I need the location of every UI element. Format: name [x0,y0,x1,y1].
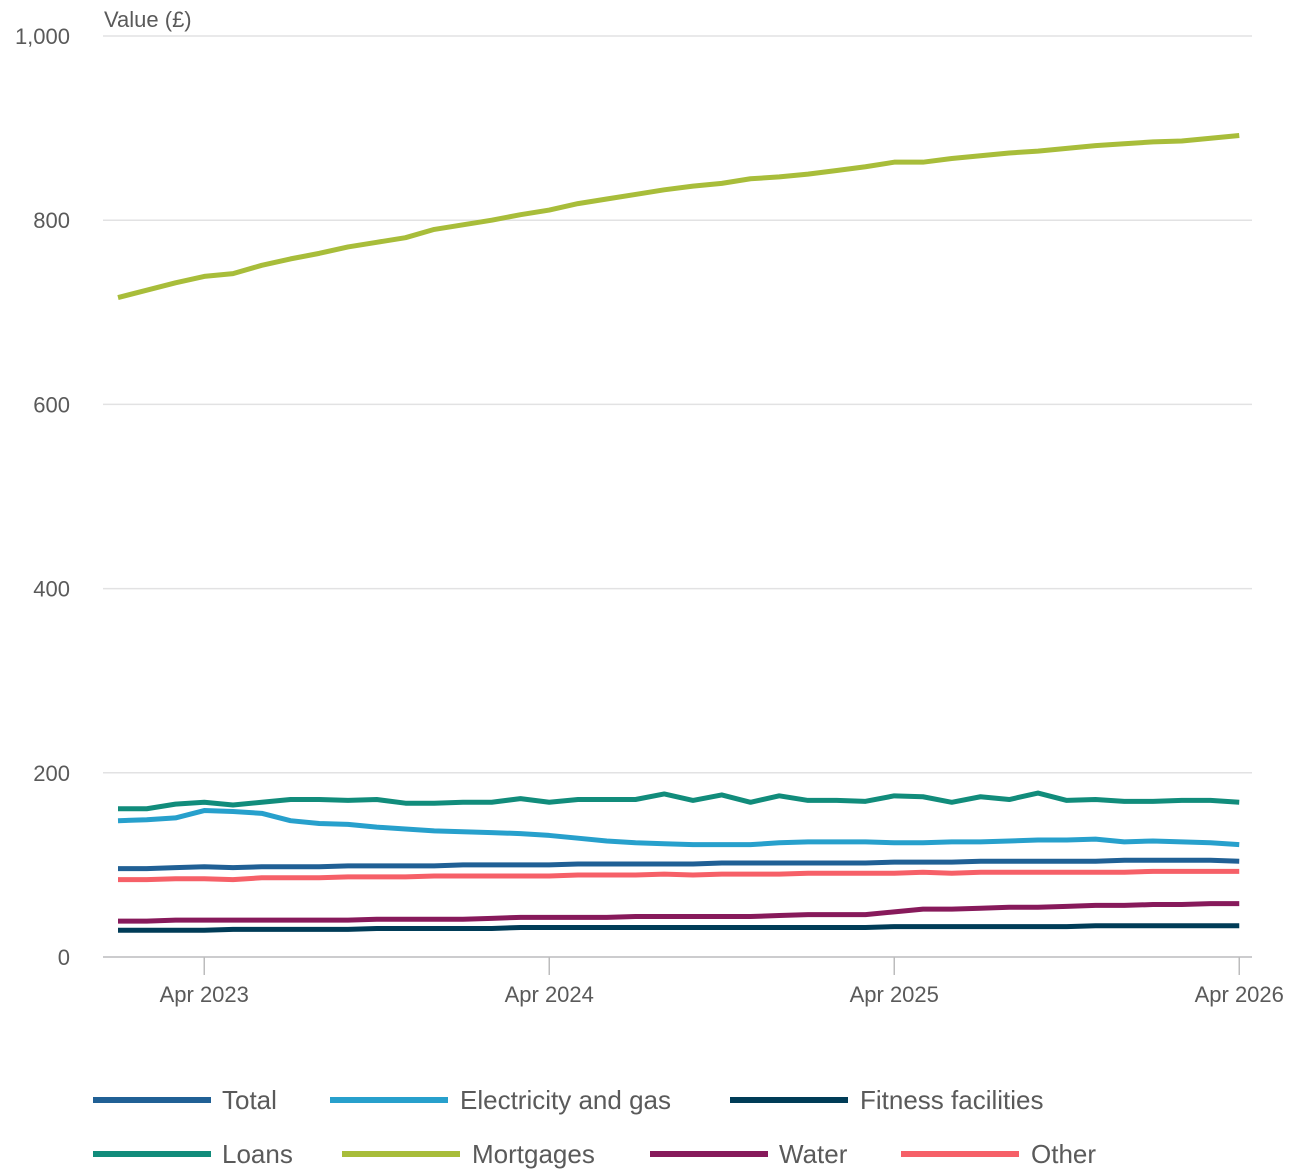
x-tick-label: Apr 2023 [160,982,249,1007]
y-axis: 0 200 400 600 800 1,000 [15,24,70,970]
y-tick-label: 1,000 [15,24,70,49]
gridlines [103,35,1252,774]
legend-label-fitness-facilities: Fitness facilities [860,1085,1044,1115]
legend-label-electricity-and-gas: Electricity and gas [460,1085,671,1115]
series-line-fitness-facilities [118,923,1240,933]
y-tick-label: 600 [33,392,70,417]
y-axis-title: Value (£) [104,7,192,32]
series-line-electricity-and-gas [117,808,1240,848]
y-tick-label: 0 [58,945,70,970]
series-line-loans [118,790,1240,812]
x-tick-label: Apr 2024 [505,982,594,1007]
x-tick-label: Apr 2026 [1195,982,1284,1007]
legend-label-total: Total [222,1085,277,1115]
series-line-mortgages [117,132,1240,300]
series-line-total [118,857,1240,872]
y-tick-label: 400 [33,577,70,602]
series-lines [117,132,1240,933]
legend: Total Electricity and gas Fitness faciliti… [93,1085,1096,1169]
series-line-other [118,868,1240,883]
y-tick-label: 800 [33,208,70,233]
legend-label-other: Other [1031,1139,1096,1169]
legend-label-loans: Loans [222,1139,293,1169]
x-axis: Apr 2023 Apr 2024 Apr 2025 Apr 2026 [103,956,1284,1007]
series-line-water [118,901,1240,924]
y-tick-label: 200 [33,761,70,786]
legend-label-mortgages: Mortgages [472,1139,595,1169]
x-tick-label: Apr 2025 [850,982,939,1007]
legend-label-water: Water [779,1139,848,1169]
